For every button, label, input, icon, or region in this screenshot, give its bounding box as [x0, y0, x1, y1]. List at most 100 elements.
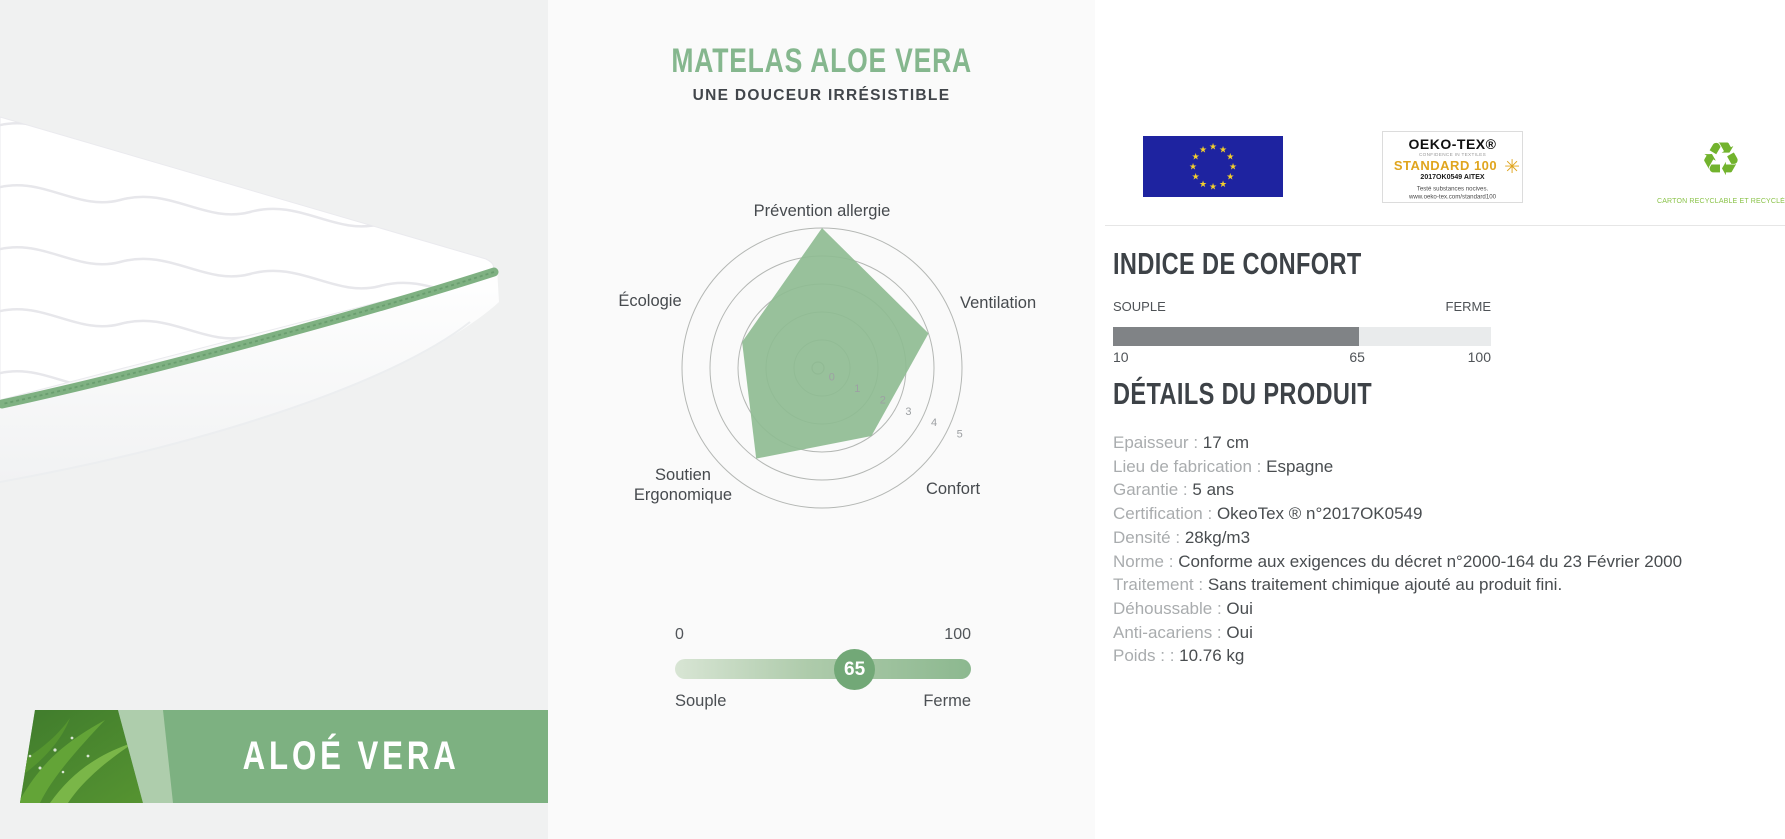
svg-text:★: ★ — [1192, 173, 1200, 183]
radar-ring-labels: 0 1 2 3 4 5 — [829, 372, 963, 441]
comfort-index-gauge: SOUPLE FERME 10 65 100 — [1113, 294, 1491, 366]
comfort-min: 10 — [1113, 349, 1129, 365]
svg-text:★: ★ — [1199, 145, 1207, 155]
detail-value: 28kg/m3 — [1184, 527, 1251, 547]
comfort-bar-value-label: 65 — [1349, 349, 1365, 365]
radar-polygon — [742, 228, 929, 459]
comfort-bar-fill — [1113, 327, 1359, 346]
detail-value: 17 cm — [1202, 433, 1250, 452]
radar-panel: MATELAS ALOE VERA UNE DOUCEUR IRRÉSISTIB… — [548, 0, 1095, 839]
radar-axis-confort: Confort — [926, 480, 981, 498]
detail-value: 10.76 kg — [1179, 646, 1245, 666]
radar-axis-soutien-ergonomique: Soutien Ergonomique — [634, 466, 732, 504]
product-title: MATELAS ALOE VERA — [671, 42, 972, 80]
detail-row: Densité : 28kg/m3 — [1113, 526, 1733, 550]
comfort-max: 100 — [1467, 349, 1491, 365]
svg-text:★: ★ — [1199, 180, 1207, 190]
comfort-label-ferme: FERME — [1445, 299, 1492, 314]
radar-chart: 0 1 2 3 4 5 Prévention allergie Ventilation C… — [618, 202, 1036, 509]
recycle-label: CARTON RECYCLABLE ET RECYCLÉ — [1656, 197, 1785, 205]
base-shadow-line — [0, 321, 471, 483]
detail-label: Déhoussable : — [1113, 598, 1222, 618]
svg-text:3: 3 — [905, 406, 911, 418]
comfort-gauge-labels: SOUPLE FERME — [1113, 299, 1491, 314]
mattress-photo-panel: ALOÉ VERA — [0, 0, 548, 839]
aloe-vera-banner: ALOÉ VERA — [0, 710, 548, 803]
detail-row: Norme : Conforme aux exigences du décret… — [1113, 550, 1733, 574]
detail-value: 5 ans — [1192, 480, 1234, 500]
comfort-bar — [1113, 327, 1491, 346]
radar-axis-ecologie: Écologie — [618, 291, 681, 310]
oeko-flower-icon: ✳ — [1504, 156, 1520, 178]
detail-row: Epaisseur : 17 cm — [1113, 431, 1733, 455]
comfort-index-heading-wrap: INDICE DE CONFORT — [1113, 246, 1440, 282]
detail-label: Epaisseur : — [1113, 433, 1199, 452]
eu-stars: ★ ★★★★★★★★★★★ — [1189, 143, 1237, 193]
slider-scale: 0 100 — [675, 626, 971, 644]
svg-text:★: ★ — [1226, 153, 1234, 163]
comfort-index-heading: INDICE DE CONFORT — [1113, 246, 1362, 281]
detail-label: Traitement : — [1113, 575, 1204, 595]
svg-text:★: ★ — [1192, 153, 1200, 163]
svg-text:0: 0 — [829, 372, 835, 384]
oeko-tex-label: OEKO-TEX® CONFIDENCE IN TEXTILES STANDAR… — [1382, 131, 1523, 203]
slider-max: 100 — [944, 626, 971, 643]
detail-value: Espagne — [1266, 456, 1334, 476]
svg-text:1: 1 — [854, 383, 860, 395]
detail-value: Oui — [1226, 622, 1253, 642]
comfort-gauge-scale: 10 65 100 — [1113, 349, 1491, 365]
oeko-certificate-number: 2017OK0549 AITEX — [1420, 173, 1485, 181]
svg-text:★: ★ — [1189, 163, 1197, 173]
radar-axis-prevention-allergie: Prévention allergie — [754, 202, 891, 220]
svg-text:4: 4 — [931, 417, 937, 429]
aloe-leaf-spots — [28, 736, 90, 774]
detail-label: Poids : : — [1113, 646, 1175, 666]
slider-min: 0 — [675, 626, 684, 643]
detail-label: Garantie : — [1113, 480, 1188, 500]
details-list: Epaisseur : 17 cm Lieu de fabrication : … — [1113, 431, 1733, 668]
svg-text:★: ★ — [1209, 183, 1217, 193]
mattress-base — [0, 268, 499, 482]
detail-row: Certification : OkeoTex ® n°2017OK0549 — [1113, 502, 1733, 526]
recyclable-carton-label: ♻ CARTON RECYCLABLE ET RECYCLÉ — [1636, 131, 1785, 207]
oeko-tagline: CONFIDENCE IN TEXTILES — [1418, 152, 1487, 158]
detail-row: Poids : : 10.76 kg — [1113, 644, 1733, 668]
detail-row: Lieu de fabrication : Espagne — [1113, 455, 1733, 479]
detail-label: Lieu de fabrication : — [1113, 456, 1262, 476]
slider-label-ferme: Ferme — [923, 692, 971, 710]
banner-label-text: ALOÉ VERA — [242, 734, 461, 778]
detail-row: Déhoussable : Oui — [1113, 597, 1733, 621]
detail-row: Traitement : Sans traitement chimique aj… — [1113, 573, 1733, 597]
svg-text:2: 2 — [880, 394, 886, 406]
svg-text:★: ★ — [1219, 145, 1227, 155]
detail-row: Garantie : 5 ans — [1113, 478, 1733, 502]
product-subtitle: UNE DOUCEUR IRRÉSISTIBLE — [692, 87, 951, 104]
detail-label: Norme : — [1113, 551, 1174, 571]
eu-flag: ★ ★ ★ ★ ★ ★ ★ ★ ★ ★ ★ ★ — [1143, 136, 1283, 197]
svg-text:★: ★ — [1209, 143, 1217, 153]
piping-zipper-line — [1, 271, 495, 405]
product-title-wrap: MATELAS ALOE VERA — [548, 42, 1095, 81]
product-info-panel: ★ ★ ★ ★ ★ ★ ★ ★ ★ ★ ★ ★ OEKO-TEX® CONFIDENCE IN TEX… — [1095, 0, 1785, 839]
detail-label: Certification : — [1113, 504, 1213, 524]
svg-text:★: ★ — [1219, 180, 1227, 190]
detail-value: Sans traitement chimique ajouté au produ… — [1207, 575, 1563, 595]
slider-labels: Souple Ferme — [675, 692, 971, 711]
section-divider — [1105, 225, 1785, 226]
comfort-label-souple: SOUPLE — [1113, 299, 1166, 314]
slider-track[interactable] — [675, 659, 971, 679]
aloe-plant-image — [20, 710, 143, 803]
detail-label: Anti-acariens : — [1113, 622, 1222, 642]
recycle-icon: ♻ — [1700, 132, 1742, 186]
detail-value: Oui — [1226, 598, 1253, 618]
svg-text:★: ★ — [1229, 163, 1237, 173]
slider-label-souple: Souple — [675, 692, 727, 710]
firmness-slider: 0 100 65 Souple Ferme — [675, 626, 971, 714]
detail-value: OkeoTex ® n°2017OK0549 — [1216, 504, 1423, 524]
detail-value: Conforme aux exigences du décret n°2000-… — [1178, 551, 1683, 571]
svg-text:★: ★ — [1226, 173, 1234, 183]
slider-knob[interactable]: 65 — [834, 649, 876, 690]
mattress-photo — [0, 116, 499, 483]
oeko-url: www.oeko-tex.com/standard100 — [1408, 193, 1497, 200]
